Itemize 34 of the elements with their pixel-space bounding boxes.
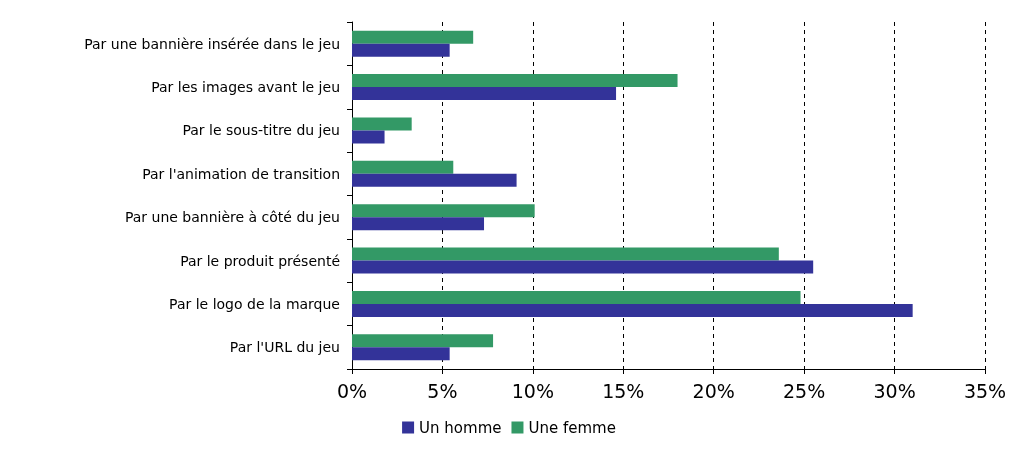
y-tick-label: Par le sous-titre du jeu xyxy=(182,122,340,139)
y-tick-label: Par les images avant le jeu xyxy=(151,79,340,96)
bar xyxy=(352,117,412,131)
bar xyxy=(352,30,474,44)
y-tick-label: Par l'animation de transition xyxy=(142,165,340,182)
x-tick-label: 10% xyxy=(511,379,554,402)
bar xyxy=(352,260,814,274)
bar xyxy=(352,204,535,218)
bar xyxy=(352,43,450,57)
bar xyxy=(352,303,913,317)
y-tick-label: Par l'URL du jeu xyxy=(229,339,340,356)
bar xyxy=(352,74,678,88)
x-tick-label: 20% xyxy=(692,379,735,402)
bar xyxy=(352,173,517,187)
y-tick-label: Par le logo de la marque xyxy=(169,295,340,312)
x-tick-label: 30% xyxy=(873,379,916,402)
bar xyxy=(352,334,494,348)
x-tick-label: 25% xyxy=(783,379,826,402)
x-tick-label: 15% xyxy=(602,379,645,402)
bar xyxy=(352,217,485,231)
bar xyxy=(352,130,385,144)
legend-label: Une femme xyxy=(528,418,616,437)
y-tick-label: Par le produit présenté xyxy=(180,252,340,269)
bar xyxy=(352,247,779,261)
x-tick-label: 35% xyxy=(963,379,1007,402)
x-tick-label: 0% xyxy=(336,379,368,402)
bar xyxy=(352,160,454,174)
bar xyxy=(352,290,801,304)
y-tick-label: Par une bannière à côté du jeu xyxy=(124,209,340,226)
bar xyxy=(352,87,617,101)
y-tick-label: Par une bannière insérée dans le jeu xyxy=(84,35,340,52)
legend-label: Un homme xyxy=(419,418,502,437)
bar xyxy=(352,347,450,361)
x-tick-label: 5% xyxy=(427,379,458,402)
